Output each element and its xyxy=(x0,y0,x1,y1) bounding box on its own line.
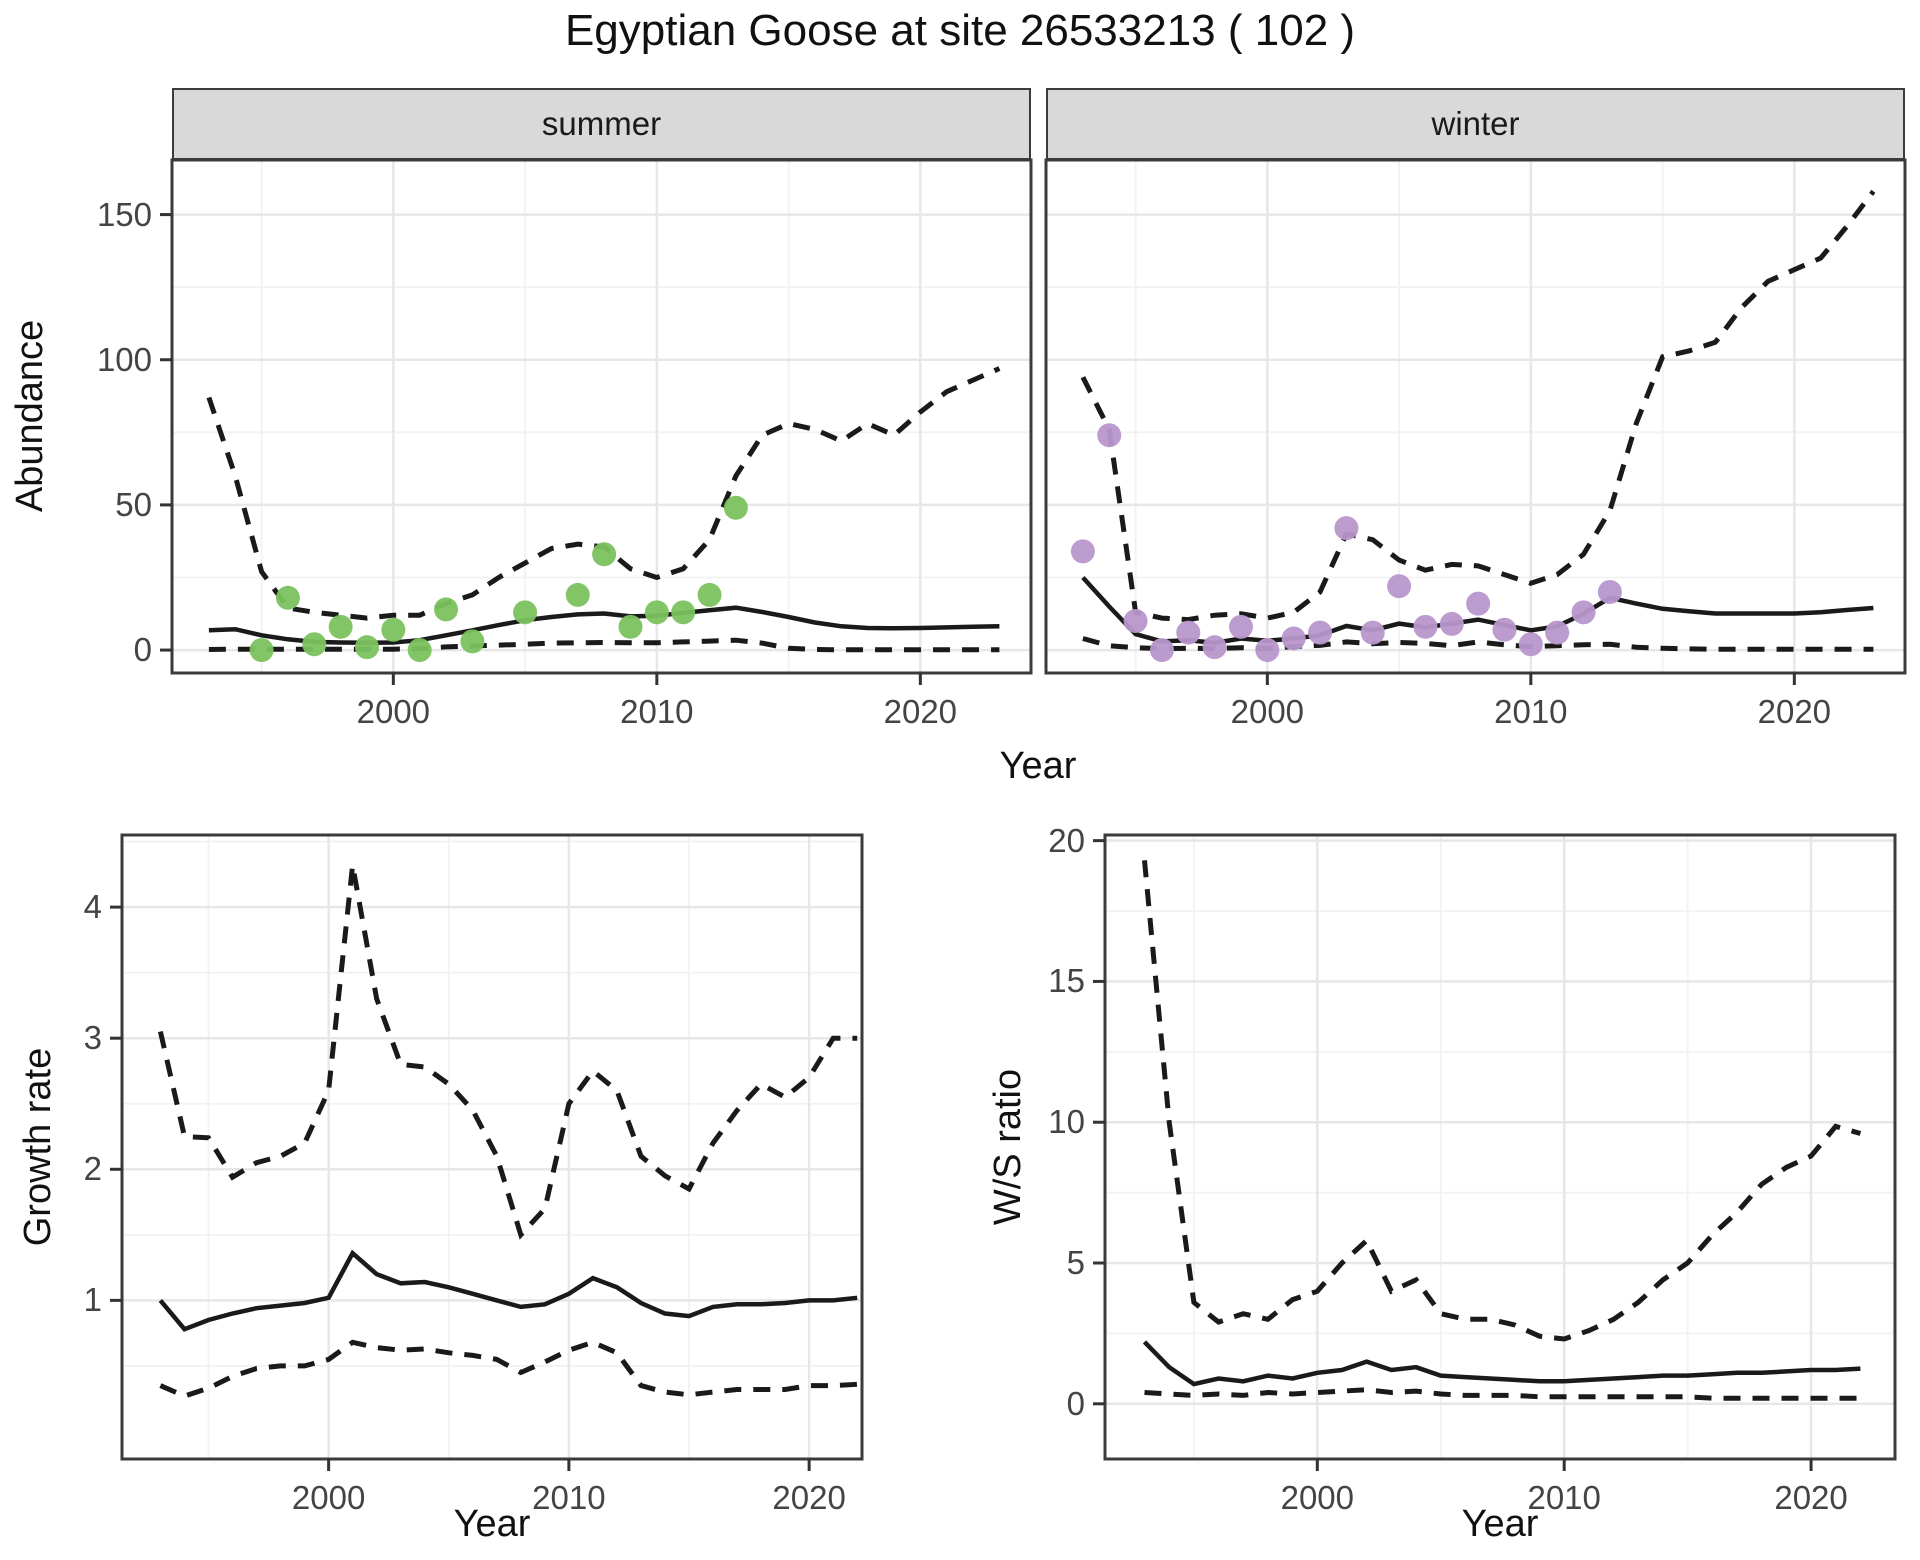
observation-point xyxy=(328,614,353,639)
observation-point xyxy=(618,614,643,639)
observation-point xyxy=(592,542,617,567)
observation-point xyxy=(1123,609,1148,634)
observation-point xyxy=(1070,539,1095,564)
x-tick-label: 2000 xyxy=(356,693,431,730)
observation-point xyxy=(697,582,722,607)
observation-point xyxy=(354,635,379,660)
ws-ratio-plot xyxy=(1093,833,1897,1471)
panel-border xyxy=(1103,833,1897,1461)
observation-point xyxy=(1176,620,1201,645)
observation-point xyxy=(1149,638,1174,663)
observation-point xyxy=(1413,614,1438,639)
x-tick-label: 2020 xyxy=(883,693,958,730)
y-tick-label: 15 xyxy=(1048,962,1085,1000)
observation-point xyxy=(1097,423,1122,448)
observation-point xyxy=(1308,620,1333,645)
panel-border xyxy=(1044,158,1907,675)
observation-point xyxy=(513,600,538,625)
observation-point xyxy=(1334,516,1359,541)
x-tick-label: 2010 xyxy=(532,1479,606,1516)
observation-point xyxy=(1228,614,1253,639)
y-tick-label: 50 xyxy=(115,485,152,523)
facet-strip-summer: summer xyxy=(172,88,1031,160)
panel-border xyxy=(120,833,864,1461)
observation-point xyxy=(381,617,406,642)
y-axis-title-abundance: Abundance xyxy=(8,319,51,513)
upper-confidence-line xyxy=(1142,860,1862,1342)
y-tick-label: 100 xyxy=(96,340,152,378)
abundance-winter-plot xyxy=(1044,158,1907,685)
observation-point xyxy=(1281,626,1306,651)
y-tick-label: 2 xyxy=(83,1150,102,1188)
y-tick-label: 1 xyxy=(83,1281,102,1319)
x-axis-title-year-bottom-right: Year xyxy=(1461,1503,1539,1545)
facet-strip-winter: winter xyxy=(1046,88,1905,160)
x-tick-label: 2000 xyxy=(1280,1479,1355,1516)
observation-point xyxy=(644,600,669,625)
observation-point xyxy=(1360,620,1385,645)
upper-confidence-line xyxy=(206,366,1001,621)
observation-point xyxy=(1518,632,1543,657)
fitted-trend-line xyxy=(208,605,1000,646)
observation-point xyxy=(723,495,748,520)
x-tick-label: 2010 xyxy=(620,693,694,730)
y-tick-label: 10 xyxy=(1048,1103,1085,1141)
lower-confidence-line xyxy=(159,1339,858,1399)
facet-strip-summer-label: summer xyxy=(541,105,662,142)
x-tick-label: 2010 xyxy=(1527,1479,1601,1516)
facet-strip-winter-label: winter xyxy=(1431,105,1520,142)
y-tick-label: 150 xyxy=(96,195,152,233)
upper-confidence-line xyxy=(157,864,858,1240)
figure-title: Egyptian Goose at site 26533213 ( 102 ) xyxy=(564,6,1356,55)
y-axis-title-ws-ratio: W/S ratio xyxy=(986,1068,1029,1226)
observation-point xyxy=(1492,617,1517,642)
y-axis-title-growth-rate: Growth rate xyxy=(16,1047,59,1247)
lower-confidence-line xyxy=(208,637,1000,653)
x-tick-label: 2010 xyxy=(1494,693,1568,730)
observation-point xyxy=(1202,635,1227,660)
observation-point xyxy=(1387,574,1412,599)
fitted-trend-line xyxy=(158,1249,858,1332)
fitted-trend-line xyxy=(1142,1340,1861,1387)
observation-point xyxy=(249,638,274,663)
x-tick-label: 2000 xyxy=(291,1479,366,1516)
x-axis-title-year-bottom-left: Year xyxy=(453,1503,531,1545)
y-tick-label: 20 xyxy=(1048,821,1085,859)
y-tick-label: 5 xyxy=(1066,1244,1085,1281)
observation-point xyxy=(302,632,327,657)
x-tick-label: 2020 xyxy=(1774,1479,1848,1516)
x-tick-label: 2020 xyxy=(1757,693,1832,730)
observation-point xyxy=(1466,591,1491,616)
observation-point xyxy=(1545,620,1570,645)
growth-rate-plot xyxy=(110,833,864,1471)
observation-point xyxy=(407,638,432,663)
abundance-summer-plot xyxy=(160,158,1033,685)
observation-point xyxy=(1439,611,1464,636)
observation-point xyxy=(565,582,590,607)
x-tick-label: 2020 xyxy=(772,1479,846,1516)
y-tick-label: 3 xyxy=(83,1019,102,1057)
observation-point xyxy=(460,629,485,654)
y-tick-label: 0 xyxy=(133,631,152,669)
y-tick-label: 4 xyxy=(83,888,102,926)
panel-border xyxy=(170,158,1033,675)
observation-point xyxy=(275,585,300,610)
observation-point xyxy=(434,597,459,622)
observation-point xyxy=(671,600,696,625)
observation-point xyxy=(1597,580,1622,604)
x-axis-title-year-top: Year xyxy=(999,745,1077,787)
y-tick-label: 0 xyxy=(1066,1384,1085,1422)
upper-confidence-line xyxy=(1080,189,1876,623)
x-tick-label: 2000 xyxy=(1230,693,1305,730)
observation-point xyxy=(1571,600,1596,625)
observation-point xyxy=(1255,638,1280,663)
lower-confidence-line xyxy=(1144,1387,1861,1401)
